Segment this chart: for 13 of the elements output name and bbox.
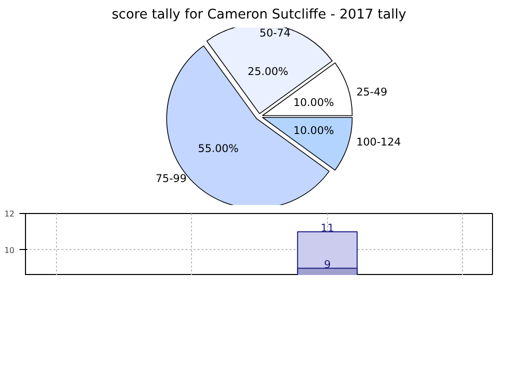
data-label: 9 bbox=[324, 258, 331, 272]
slice-label: 50-74 bbox=[260, 26, 291, 40]
data-label: 10.00% bbox=[293, 124, 334, 138]
slice-label: 100-124 bbox=[356, 136, 402, 149]
data-label: 10.00% bbox=[293, 96, 334, 109]
data-label: 11 bbox=[320, 222, 334, 235]
slice-label: 25-49 bbox=[356, 85, 388, 98]
y-tick-label: 10 bbox=[4, 246, 15, 255]
y-tick-label: 12 bbox=[4, 210, 15, 218]
data-label: 55.00% bbox=[198, 142, 239, 156]
data-label: 25.00% bbox=[248, 64, 288, 78]
slice-label: 75-99 bbox=[156, 172, 187, 185]
chart-title: score tally for Cameron Sutcliffe - 2017 tally bbox=[112, 8, 406, 22]
